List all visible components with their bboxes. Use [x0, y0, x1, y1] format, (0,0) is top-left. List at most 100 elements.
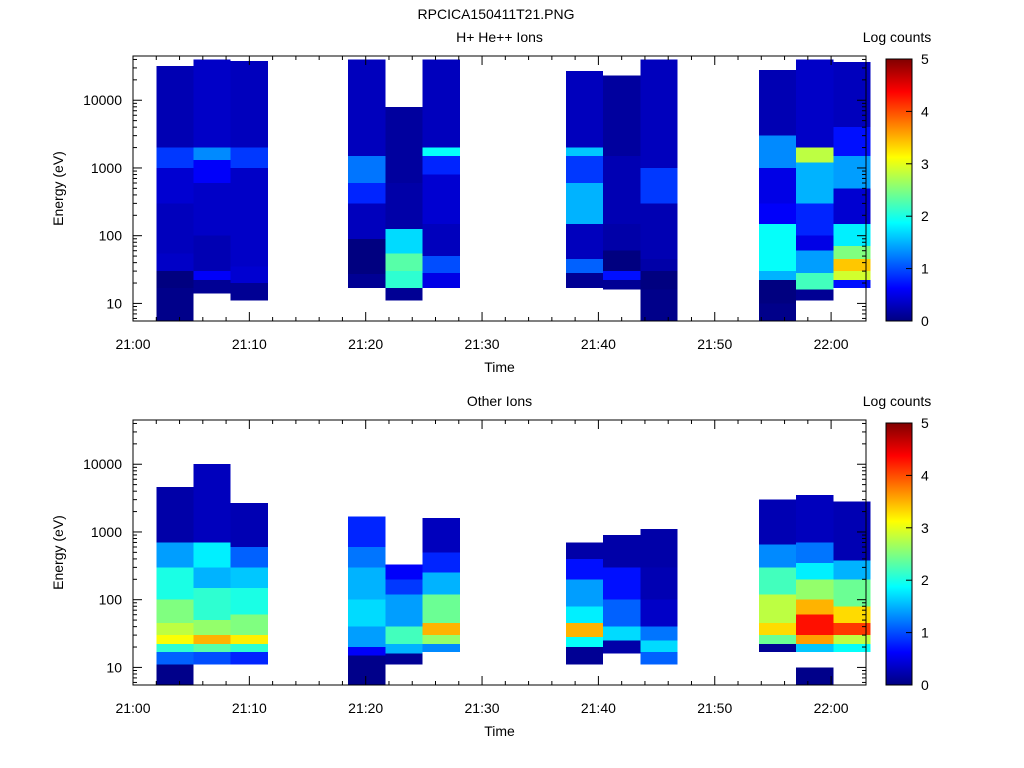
spectrogram-cell [603, 271, 641, 281]
spectrogram-cell [833, 127, 871, 157]
spectrogram-cell [156, 635, 194, 645]
spectrogram-cell [156, 664, 194, 685]
spectrogram-cell [565, 156, 604, 183]
spectrogram-cell [565, 579, 604, 607]
spectrogram-cell [833, 560, 871, 580]
colorbar-tick-label: 1 [921, 625, 929, 641]
spectrogram-cell [422, 518, 460, 553]
x-tick-label: 21:00 [115, 336, 150, 352]
spectrogram-cell [193, 587, 231, 621]
panel-2: Other Ions Time Energy (eV) 21:00 21:10 21:20… [50, 393, 931, 739]
panel-title: H+ He++ Ions [456, 29, 543, 45]
spectrogram-cell [193, 271, 231, 281]
x-tick-label: 21:30 [465, 700, 500, 716]
spectrogram-cell [422, 59, 460, 148]
spectrogram-cell [796, 599, 834, 615]
spectrogram-cell [603, 156, 641, 224]
spectrogram-cell [758, 623, 797, 636]
colorbar-tick-label: 2 [921, 208, 929, 224]
spectrogram-cell [796, 203, 834, 236]
colorbar-tick-label: 5 [921, 51, 929, 67]
spectrogram-cell [796, 250, 834, 274]
spectrogram-cell [833, 606, 871, 624]
colorbar-tick-label: 2 [921, 572, 929, 588]
spectrogram-cell [348, 274, 386, 288]
spectrogram-cell [758, 271, 797, 281]
spectrogram-cell [758, 167, 797, 204]
spectrogram-cell [348, 599, 386, 627]
x-tick-label: 21:50 [697, 336, 732, 352]
spectrogram-cell [422, 147, 460, 157]
spectrogram-cell [385, 626, 423, 645]
spectrogram-cell [230, 60, 268, 148]
spectrogram-cell [758, 223, 797, 272]
spectrogram-cell [796, 59, 834, 148]
colorbar-tick-label: 5 [921, 415, 929, 431]
y-tick-label: 100 [99, 228, 123, 244]
spectrogram-cell [422, 644, 460, 652]
panel-title: Other Ions [467, 393, 532, 409]
x-tick-label: 21:20 [348, 700, 383, 716]
spectrogram-cell [603, 280, 641, 290]
spectrogram-cell [603, 626, 641, 641]
spectrogram-cell [640, 529, 678, 568]
x-axis-label: Time [484, 359, 515, 375]
colorbar-tick-label: 0 [921, 677, 929, 693]
spectrogram-cell [193, 280, 231, 294]
spectrogram-cell [833, 156, 871, 189]
spectrogram-cell [348, 655, 386, 685]
spectrogram-cell [833, 635, 871, 645]
spectrogram-cell [565, 182, 604, 224]
spectrogram-cell [230, 587, 268, 615]
spectrogram-cell [833, 501, 871, 561]
spectrogram-cell [156, 644, 194, 652]
spectrogram-cell [422, 572, 460, 595]
spectrogram-cell [193, 635, 231, 645]
spectrogram-cell [640, 640, 678, 652]
colorbar: Log counts 0 1 2 3 4 5 [863, 393, 932, 693]
spectrogram-cell [348, 567, 386, 600]
spectrogram-cell [348, 238, 386, 275]
spectrogram-cell [156, 651, 194, 665]
spectrogram-cell [156, 623, 194, 636]
spectrogram-cell [565, 558, 604, 580]
y-axis-label: Energy (eV) [50, 151, 66, 226]
colorbar: Log counts 0 1 2 3 4 5 [863, 29, 932, 329]
spectrogram-cell [156, 487, 194, 543]
x-tick-label: 21:20 [348, 336, 383, 352]
spectrogram-cell [385, 644, 423, 654]
x-tick-label: 21:30 [465, 336, 500, 352]
spectrogram-cell [385, 182, 423, 230]
spectrogram-cell [833, 579, 871, 607]
spectrogram-cell [758, 135, 797, 168]
spectrogram-cell [230, 635, 268, 645]
spectrogram-cell [640, 59, 678, 168]
spectrogram-cell [796, 273, 834, 290]
spectrogram-cell [422, 256, 460, 274]
spectrogram-cell [603, 567, 641, 600]
spectrogram-cell [230, 502, 268, 547]
spectrogram-cell [422, 174, 460, 224]
spectrogram-cell [758, 280, 797, 304]
colorbar-tick-label: 3 [921, 156, 929, 172]
spectrogram-cell [422, 635, 460, 645]
x-tick-label: 22:00 [814, 336, 849, 352]
spectrogram-cell [640, 167, 678, 204]
spectrogram-cell [193, 651, 231, 665]
spectrogram-cell [348, 546, 386, 568]
spectrogram-cell [230, 651, 268, 665]
spectrogram-cell [193, 235, 231, 272]
spectrogram-cell [385, 253, 423, 272]
spectrogram-panels: H+ He++ Ions Time Energy (eV) 21:00 21:10 21:… [50, 29, 931, 739]
spectrogram-cell [833, 223, 871, 247]
spectrogram-cell [230, 546, 268, 568]
x-tick-label: 21:00 [115, 700, 150, 716]
spectrogram-cell [348, 647, 386, 656]
spectrogram-cell [422, 273, 460, 288]
spectrogram-cell [385, 287, 423, 301]
x-tick-label: 21:40 [581, 336, 616, 352]
spectrogram-cell [758, 544, 797, 568]
spectrogram-cell [565, 637, 604, 648]
spectrogram-cell [156, 203, 194, 254]
spectrogram-cell [603, 223, 641, 251]
